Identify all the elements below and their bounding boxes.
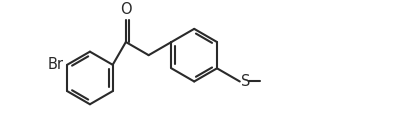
Text: S: S	[241, 74, 251, 89]
Text: Br: Br	[47, 57, 63, 72]
Text: O: O	[120, 2, 132, 17]
